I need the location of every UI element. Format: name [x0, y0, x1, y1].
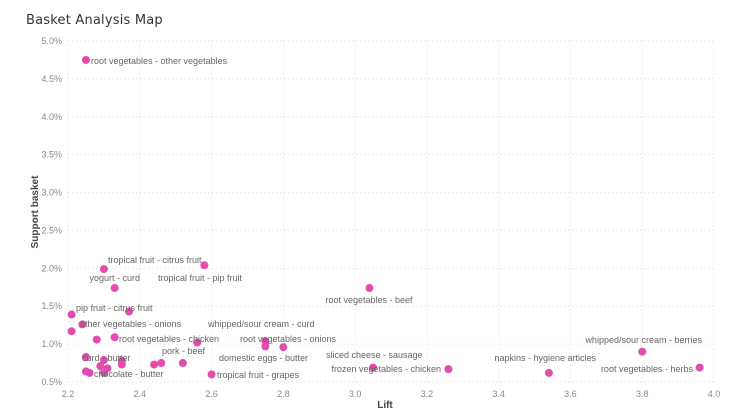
data-point[interactable]	[369, 363, 378, 372]
data-label: tropical fruit - grapes	[217, 370, 300, 380]
data-label: root vegetables - chicken	[119, 334, 219, 344]
y-tick-label: 3.0%	[41, 188, 62, 198]
y-tick-label: 4.0%	[41, 112, 62, 122]
data-point[interactable]	[125, 307, 134, 316]
data-point[interactable]	[200, 261, 209, 270]
y-axis-title: Support basket	[30, 175, 41, 248]
x-tick-label: 3.0	[349, 389, 362, 399]
data-label: curd - butter	[82, 353, 131, 363]
data-point[interactable]	[99, 356, 108, 365]
gridlines	[67, 40, 715, 383]
data-point[interactable]	[193, 338, 202, 347]
data-label: whipped/sour cream - berries	[584, 335, 702, 345]
data-point[interactable]	[261, 342, 270, 351]
data-point[interactable]	[178, 359, 187, 368]
data-label: root vegetables - beef	[325, 295, 413, 305]
axis-ticks: 2.2 2.4 2.6 2.8 3.0 3.2 3.4 3.6 3.8 4.0 0.5% 1.0% 1.…	[41, 36, 720, 399]
data-point[interactable]	[67, 310, 76, 319]
y-tick-label: 0.5%	[41, 377, 62, 387]
data-label: tropical fruit - pip fruit	[158, 273, 243, 283]
data-label: root vegetables - other vegetables	[91, 56, 228, 66]
x-tick-label: 2.4	[134, 389, 147, 399]
data-point[interactable]	[81, 55, 90, 64]
data-point[interactable]	[78, 320, 87, 329]
data-point[interactable]	[99, 368, 108, 377]
data-label: other vegetables - onions	[80, 319, 182, 329]
data-point[interactable]	[110, 333, 119, 342]
data-label: root vegetables - onions	[240, 334, 337, 344]
x-tick-label: 3.4	[492, 389, 505, 399]
data-label: pip fruit - citrus fruit	[76, 303, 153, 313]
data-point[interactable]	[85, 368, 94, 377]
data-point[interactable]	[110, 284, 119, 293]
data-point[interactable]	[92, 335, 101, 344]
data-point[interactable]	[695, 363, 704, 372]
chart-title: Basket Analysis Map	[26, 13, 163, 28]
data-point[interactable]	[365, 284, 374, 293]
y-tick-label: 5.0%	[41, 36, 62, 46]
y-tick-label: 1.5%	[41, 301, 62, 311]
data-label: yogurt - curd	[89, 273, 140, 283]
data-label: tropical fruit - citrus fruit	[108, 255, 202, 265]
data-label: napkins - hygiene articles	[494, 353, 596, 363]
data-label: chocolate - butter	[94, 369, 164, 379]
data-label: sliced cheese - sausage	[326, 350, 423, 360]
data-point[interactable]	[81, 352, 90, 361]
data-labels: root vegetables - other vegetables tropic…	[76, 56, 702, 380]
x-axis-title: Lift	[377, 400, 393, 411]
x-tick-label: 3.6	[564, 389, 577, 399]
x-tick-label: 3.8	[636, 389, 649, 399]
y-tick-label: 2.5%	[41, 225, 62, 235]
y-tick-label: 2.0%	[41, 263, 62, 273]
data-point[interactable]	[638, 347, 647, 356]
data-point[interactable]	[117, 356, 126, 365]
data-label: root vegetables - herbs	[601, 364, 694, 374]
data-label: pork - beef	[162, 346, 206, 356]
x-tick-label: 3.2	[421, 389, 434, 399]
y-tick-label: 3.5%	[41, 150, 62, 160]
x-tick-label: 4.0	[708, 389, 721, 399]
y-tick-label: 4.5%	[41, 74, 62, 84]
data-point[interactable]	[544, 368, 553, 377]
x-tick-label: 2.2	[62, 389, 75, 399]
x-tick-label: 2.8	[277, 389, 290, 399]
data-point[interactable]	[99, 265, 108, 274]
data-label: domestic eggs - butter	[219, 353, 308, 363]
data-point[interactable]	[444, 365, 453, 374]
data-label: frozen vegetables - chicken	[331, 364, 441, 374]
data-point[interactable]	[279, 343, 288, 352]
data-point[interactable]	[157, 359, 166, 368]
data-point[interactable]	[150, 360, 159, 369]
data-point[interactable]	[207, 370, 216, 379]
data-label: whipped/sour cream - curd	[207, 319, 315, 329]
y-tick-label: 1.0%	[41, 339, 62, 349]
data-point[interactable]	[67, 327, 76, 336]
x-tick-label: 2.6	[205, 389, 218, 399]
data-points	[67, 55, 704, 379]
data-point[interactable]	[96, 362, 105, 371]
